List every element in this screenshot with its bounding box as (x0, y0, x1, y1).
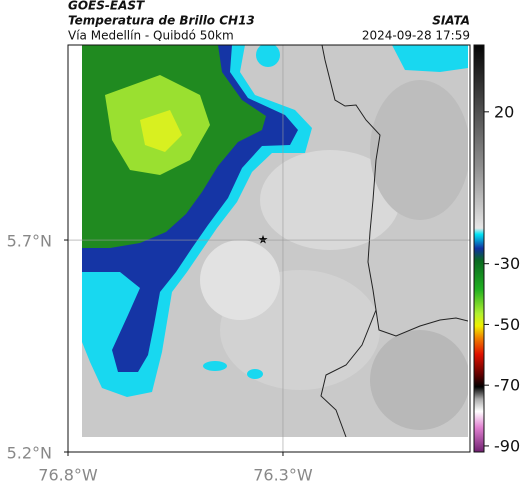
cloud-field (370, 80, 468, 220)
y-tick-label: 5.2°N (7, 444, 52, 463)
cloud-field (370, 330, 468, 430)
location-star: ★ (258, 233, 269, 247)
x-tick-label: 76.3°W (253, 466, 313, 485)
map-image (82, 45, 468, 437)
cloud-cold (247, 369, 263, 379)
map-frame (67, 44, 471, 453)
title: Temperatura de Brillo CH13 (68, 14, 255, 28)
boundary (321, 45, 468, 337)
cloud-cold (203, 361, 227, 371)
boundary (320, 309, 377, 437)
timestamp: 2024-09-28 17:59 (362, 29, 470, 43)
subtitle: Vía Medellín - Quibdó 50km (68, 29, 234, 43)
cloud-cold (87, 313, 107, 323)
source: GOES-EAST (68, 0, 145, 13)
colorbar-label: -70 (494, 376, 520, 395)
colorbar (473, 44, 485, 453)
colorbar-label: -30 (494, 254, 520, 273)
cloud-coldest (140, 110, 182, 152)
x-tick-label: 76.8°W (38, 466, 98, 485)
colorbar-label: -50 (494, 315, 520, 334)
y-tick-label: 5.7°N (7, 232, 52, 251)
colorbar-label: 20 (494, 102, 514, 121)
cloud-cold (392, 45, 468, 72)
cloud-field (200, 240, 280, 320)
cloud-cold (256, 45, 280, 67)
colorbar-label: -90 (494, 436, 520, 455)
organization: SIATA (432, 14, 470, 28)
cloud-field (260, 150, 400, 250)
